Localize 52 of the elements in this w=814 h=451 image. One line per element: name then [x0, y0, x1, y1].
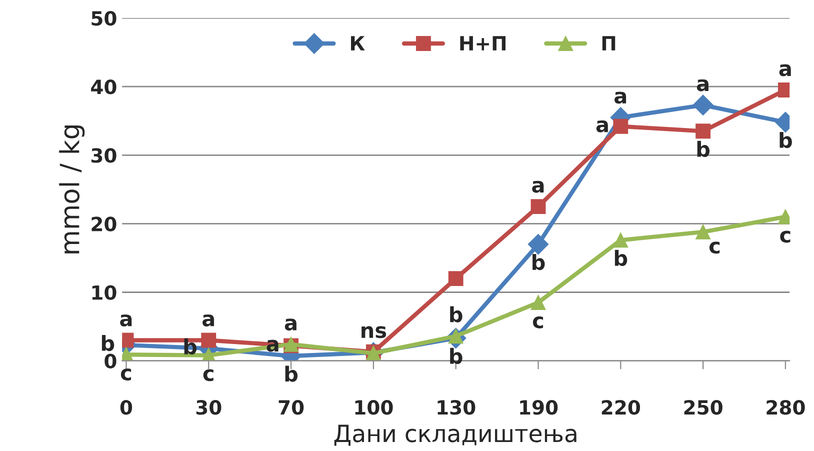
y-axis-title: mmol / kg — [59, 126, 85, 254]
annotation: a — [614, 92, 626, 104]
x-tick-label: 190 — [520, 400, 558, 415]
point — [692, 94, 714, 116]
annotation: b — [532, 254, 545, 270]
annotation: b — [450, 306, 462, 322]
annotation: a — [596, 120, 608, 132]
annotation: ns — [362, 326, 386, 338]
x-tick-label: 70 — [278, 400, 304, 415]
legend-label: Н+П — [460, 36, 506, 50]
annotation: b — [450, 348, 462, 364]
x-tick-label: 250 — [684, 400, 722, 415]
legend-label: К — [351, 36, 365, 50]
annotation: a — [696, 79, 708, 92]
y-tick-label: 20 — [92, 216, 116, 232]
annotation: c — [532, 316, 544, 328]
annotation: a — [284, 318, 296, 331]
x-tick-label: 130 — [438, 400, 476, 415]
x-axis-title: Дани складиштења — [334, 424, 576, 446]
annotation: c — [120, 368, 131, 380]
y-tick-label: 30 — [91, 148, 116, 163]
x-tick-label: 0 — [120, 400, 132, 415]
point — [528, 234, 549, 255]
y-tick-label: 50 — [92, 10, 116, 26]
annotation: a — [120, 314, 132, 326]
annotation: a — [532, 180, 544, 193]
y-tick-label: 0 — [104, 354, 116, 368]
point — [613, 118, 628, 134]
x-tick-label: 280 — [766, 400, 805, 415]
x-tick-label: 30 — [196, 400, 222, 415]
annotation: c — [780, 230, 790, 243]
annotation: c — [203, 369, 214, 382]
legend-label: П — [602, 36, 616, 50]
x-tick-label: 100 — [355, 400, 393, 415]
y-tick-label: 10 — [92, 285, 116, 300]
annotation: b — [780, 132, 792, 148]
point — [696, 224, 711, 240]
annotation: a — [202, 314, 214, 326]
annotation: b — [697, 140, 710, 157]
point — [696, 124, 711, 139]
point — [530, 199, 546, 214]
point — [201, 332, 216, 348]
point — [530, 295, 546, 310]
annotation: b — [285, 366, 298, 382]
y-tick-label: 40 — [91, 80, 116, 94]
point — [613, 232, 628, 248]
annotation: c — [710, 242, 720, 254]
annotation: b — [614, 250, 628, 266]
annotation: a — [779, 64, 791, 76]
x-tick-label: 220 — [602, 400, 640, 415]
annotation: b — [102, 334, 114, 352]
point — [448, 271, 464, 286]
